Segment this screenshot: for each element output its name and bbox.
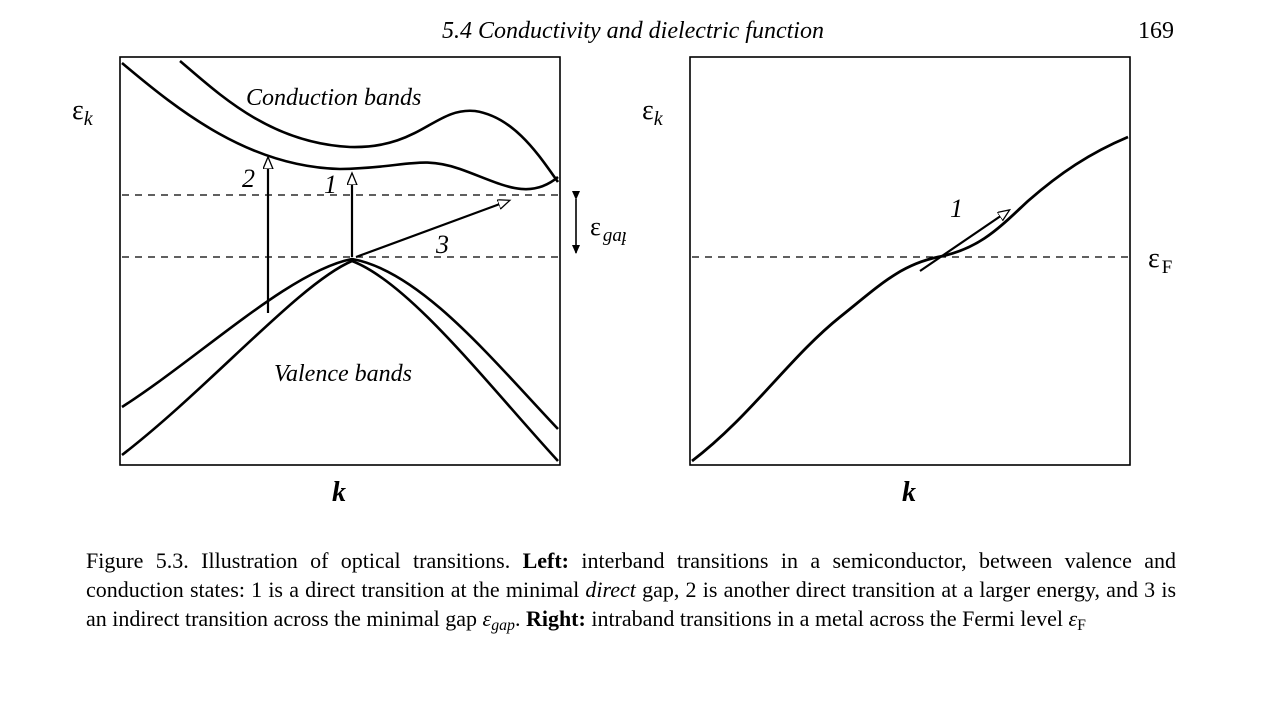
metal-band (692, 137, 1128, 461)
caption-left-head: Left: (523, 548, 569, 573)
y-axis-label: εk (72, 95, 94, 130)
arrow-1-label: 1 (324, 170, 337, 199)
intraband-arrow-1 (920, 211, 1008, 271)
gap-label: εgap (590, 212, 626, 246)
left-figure: εk (66, 53, 626, 518)
caption-eps-f: εF (1068, 606, 1085, 631)
arrow-3-label: 3 (435, 230, 449, 259)
conduction-band-upper (180, 61, 558, 182)
valence-bands-label: Valence bands (274, 361, 412, 387)
section-title: 5.4 Conductivity and dielectric function (148, 18, 1118, 45)
figures-row: εk (84, 53, 1178, 518)
fermi-label: εF (1148, 243, 1172, 278)
caption-prefix: Figure 5.3. Illustration of optical tran… (86, 548, 523, 573)
panel-frame-right (690, 57, 1130, 465)
left-svg: εk (66, 53, 626, 513)
caption-right-head: Right: (526, 606, 586, 631)
conduction-bands-label: Conduction bands (246, 85, 421, 111)
right-svg: εk 1 (636, 53, 1196, 513)
right-figure: εk 1 (636, 53, 1196, 518)
x-axis-label-right: k (902, 477, 916, 508)
page: 5.4 Conductivity and dielectric function… (0, 0, 1262, 702)
caption-right-body: intraband transitions in a metal across … (586, 606, 1069, 631)
valence-band-upper (122, 259, 558, 429)
caption-eps-gap: εgap (483, 606, 515, 631)
running-header: 5.4 Conductivity and dielectric function… (84, 18, 1178, 45)
figure-caption: Figure 5.3. Illustration of optical tran… (84, 546, 1178, 637)
caption-period1: . (515, 606, 526, 631)
caption-direct-word: direct (585, 577, 636, 602)
page-number: 169 (1138, 18, 1174, 45)
y-axis-label-right: εk (642, 95, 664, 130)
conduction-band-lower (122, 63, 558, 189)
x-axis-label: k (332, 477, 346, 508)
arrow-2-label: 2 (242, 164, 255, 193)
transition-arrow-3 (356, 201, 508, 257)
intraband-arrow-1-label: 1 (950, 194, 963, 223)
